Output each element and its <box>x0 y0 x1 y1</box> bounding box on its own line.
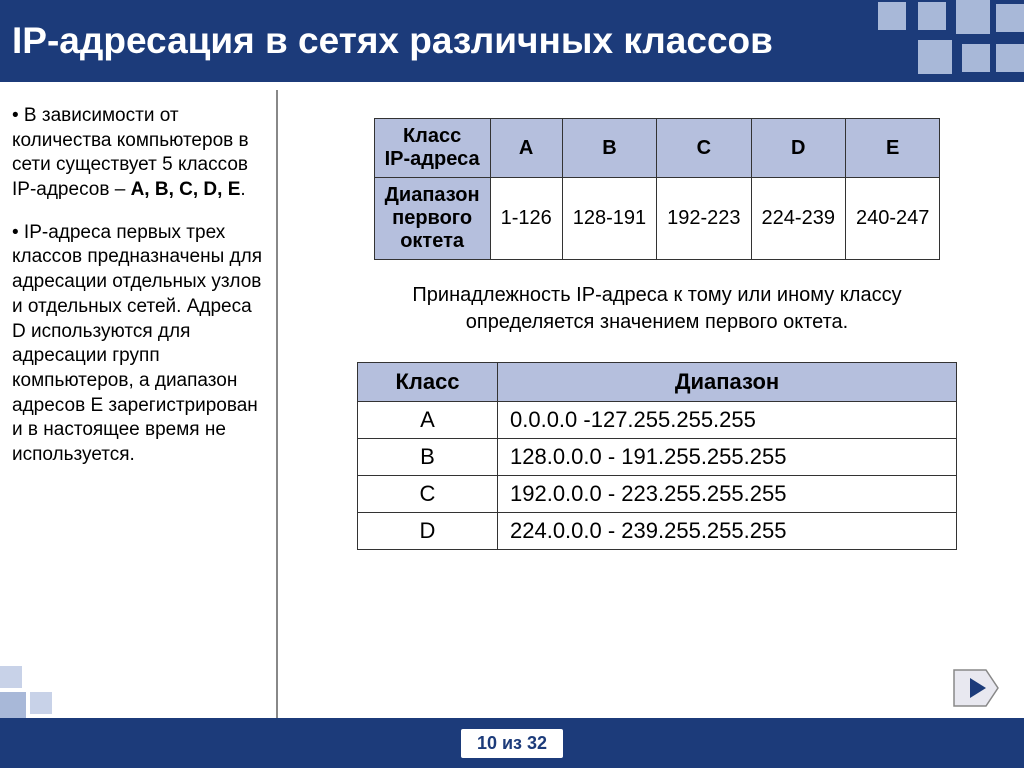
caption-line-2: определяется значением первого октета. <box>466 311 849 333</box>
text-span: Класс <box>403 125 461 147</box>
table-row: A 0.0.0.0 -127.255.255.255 <box>358 402 957 439</box>
range-table: Класс Диапазон A 0.0.0.0 -127.255.255.25… <box>357 362 957 550</box>
octet-table: Класс IP-адреса A B C D E Диапазон перво… <box>374 118 941 260</box>
octet-cell: 128-191 <box>562 178 656 260</box>
content-area: • В зависимости от количества компьютеро… <box>0 90 1024 718</box>
range-value-cell: 224.0.0.0 - 239.255.255.255 <box>498 513 957 550</box>
octet-col-a: A <box>490 119 562 178</box>
range-table-hdr-class: Класс <box>358 363 498 402</box>
range-class-cell: A <box>358 402 498 439</box>
range-class-cell: B <box>358 439 498 476</box>
range-value-cell: 0.0.0.0 -127.255.255.255 <box>498 402 957 439</box>
text-span: первого <box>392 207 472 229</box>
octet-cell: 1-126 <box>490 178 562 260</box>
text-span: октета <box>400 230 464 252</box>
caption-text: Принадлежность IP-адреса к тому или ином… <box>412 282 901 336</box>
octet-col-c: C <box>657 119 751 178</box>
arrow-right-icon <box>950 666 1002 710</box>
octet-table-rowhdr-class: Класс IP-адреса <box>374 119 490 178</box>
table-row: C 192.0.0.0 - 223.255.255.255 <box>358 476 957 513</box>
octet-cell: 192-223 <box>657 178 751 260</box>
sidebar-text: • В зависимости от количества компьютеро… <box>0 90 278 718</box>
bold-classes: A, B, C, D, E <box>131 179 241 200</box>
octet-table-rowhdr-range: Диапазон первого октета <box>374 178 490 260</box>
table-row: B 128.0.0.0 - 191.255.255.255 <box>358 439 957 476</box>
header-decoration <box>854 0 1024 90</box>
text-span: . <box>240 179 245 200</box>
octet-cell: 224-239 <box>751 178 845 260</box>
table-row: D 224.0.0.0 - 239.255.255.255 <box>358 513 957 550</box>
sidebar-paragraph-1: • В зависимости от количества компьютеро… <box>12 104 264 203</box>
main-area: Класс IP-адреса A B C D E Диапазон перво… <box>278 90 1024 718</box>
sidebar-paragraph-2: • IP-адреса первых трех классов предназн… <box>12 221 264 468</box>
slide-title: IP-адресация в сетях различных классов <box>12 20 773 62</box>
range-class-cell: D <box>358 513 498 550</box>
range-value-cell: 128.0.0.0 - 191.255.255.255 <box>498 439 957 476</box>
page-indicator: 10 из 32 <box>461 729 563 758</box>
range-value-cell: 192.0.0.0 - 223.255.255.255 <box>498 476 957 513</box>
slide-footer: 10 из 32 <box>0 718 1024 768</box>
octet-col-d: D <box>751 119 845 178</box>
slide-header: IP-адресация в сетях различных классов <box>0 0 1024 90</box>
text-span: Диапазон <box>385 184 480 206</box>
next-slide-button[interactable] <box>950 666 1002 710</box>
text-span: IP-адреса <box>385 148 480 170</box>
range-class-cell: C <box>358 476 498 513</box>
octet-cell: 240-247 <box>845 178 939 260</box>
caption-line-1: Принадлежность IP-адреса к тому или ином… <box>412 284 901 306</box>
footer-decoration <box>0 658 60 718</box>
range-table-hdr-range: Диапазон <box>498 363 957 402</box>
octet-col-e: E <box>845 119 939 178</box>
octet-col-b: B <box>562 119 656 178</box>
